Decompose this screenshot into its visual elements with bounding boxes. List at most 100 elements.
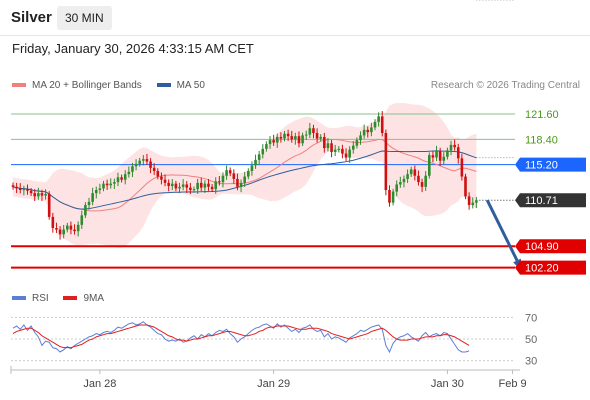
candle-body xyxy=(76,224,80,232)
legend-label: RSI xyxy=(32,293,49,304)
candle-body xyxy=(431,155,435,158)
candle-body xyxy=(181,184,185,187)
candle-body xyxy=(283,133,286,139)
candle xyxy=(134,159,138,171)
candle xyxy=(435,145,438,161)
candle-body xyxy=(113,182,116,184)
candle-body xyxy=(275,136,279,143)
candle-body xyxy=(261,148,265,155)
candle xyxy=(319,134,322,142)
level-label-resistance: 118.40 xyxy=(525,134,558,146)
candle xyxy=(127,166,131,178)
candle-body xyxy=(207,183,210,187)
candle xyxy=(290,130,294,143)
candle-body xyxy=(149,161,152,168)
candle xyxy=(464,173,467,200)
candle-body xyxy=(279,136,283,139)
candle-body xyxy=(87,201,91,206)
candle-body xyxy=(304,134,308,136)
candle xyxy=(380,111,384,137)
candle xyxy=(384,129,388,196)
candle-body xyxy=(471,202,475,206)
candle-body xyxy=(442,156,446,161)
candle xyxy=(265,141,268,152)
rsi-legend: RSI 9MA xyxy=(12,293,116,304)
candle-body xyxy=(214,181,218,190)
candle xyxy=(138,157,141,167)
candle xyxy=(475,196,478,208)
candle xyxy=(417,170,420,186)
candle xyxy=(326,137,330,152)
candle xyxy=(341,144,344,159)
candle xyxy=(323,132,326,153)
candle-body xyxy=(22,189,26,191)
candle-body xyxy=(102,183,105,189)
candle-body xyxy=(189,187,192,190)
candle xyxy=(424,171,427,191)
candle xyxy=(333,144,337,157)
forecast-arrow-line xyxy=(485,199,522,269)
candle xyxy=(409,166,413,177)
candle-body xyxy=(413,169,417,176)
candle-body xyxy=(438,151,442,161)
candle xyxy=(294,132,297,145)
candle xyxy=(232,169,236,184)
candle xyxy=(395,180,399,197)
candle xyxy=(94,186,98,199)
candle xyxy=(109,178,113,189)
candle xyxy=(91,187,94,206)
candle-body xyxy=(221,175,225,183)
legend-swatch xyxy=(12,296,26,301)
candle xyxy=(373,119,377,131)
candle-body xyxy=(460,158,464,177)
candle-body xyxy=(185,184,189,188)
candle xyxy=(370,122,373,137)
candle-body xyxy=(330,143,333,152)
candle xyxy=(279,132,283,143)
candle-body xyxy=(167,182,170,187)
candle-body xyxy=(69,225,73,230)
rsi-line xyxy=(12,321,470,354)
candle-body xyxy=(123,174,127,180)
candle-body xyxy=(456,147,460,159)
candle-body xyxy=(337,148,341,150)
candle-body xyxy=(178,186,181,189)
candle-body xyxy=(80,215,84,225)
candle-body xyxy=(18,188,22,190)
candle xyxy=(453,139,456,151)
candle xyxy=(344,148,348,161)
candle-body xyxy=(156,171,160,177)
candle xyxy=(228,167,232,177)
candle xyxy=(113,178,116,189)
candle xyxy=(275,133,279,148)
candle-body xyxy=(348,149,351,158)
candle xyxy=(189,182,192,195)
candle xyxy=(123,170,127,185)
timeframe-button[interactable]: 30 MIN xyxy=(57,6,112,30)
legend-swatch xyxy=(63,296,78,301)
level-label-pivot: 115.20 xyxy=(525,160,558,172)
candle xyxy=(15,182,18,194)
candle xyxy=(297,131,301,148)
candle-body xyxy=(268,140,272,145)
candle xyxy=(181,179,185,191)
candle-body xyxy=(218,181,221,183)
candle-body xyxy=(323,136,326,149)
candle-body xyxy=(163,179,167,183)
candle-body xyxy=(409,169,413,175)
candle xyxy=(214,177,218,194)
rsi-tick-label: 50 xyxy=(525,334,537,346)
candle-body xyxy=(145,159,149,162)
candle-body xyxy=(29,190,33,194)
candle xyxy=(66,222,69,233)
candle-body xyxy=(424,175,427,187)
candle xyxy=(29,188,33,196)
candle-body xyxy=(362,129,366,136)
candle-body xyxy=(131,166,134,172)
candle-body xyxy=(138,160,141,164)
candle-body xyxy=(170,183,174,187)
candle xyxy=(44,189,47,200)
candle xyxy=(18,183,22,194)
candle xyxy=(449,140,453,156)
